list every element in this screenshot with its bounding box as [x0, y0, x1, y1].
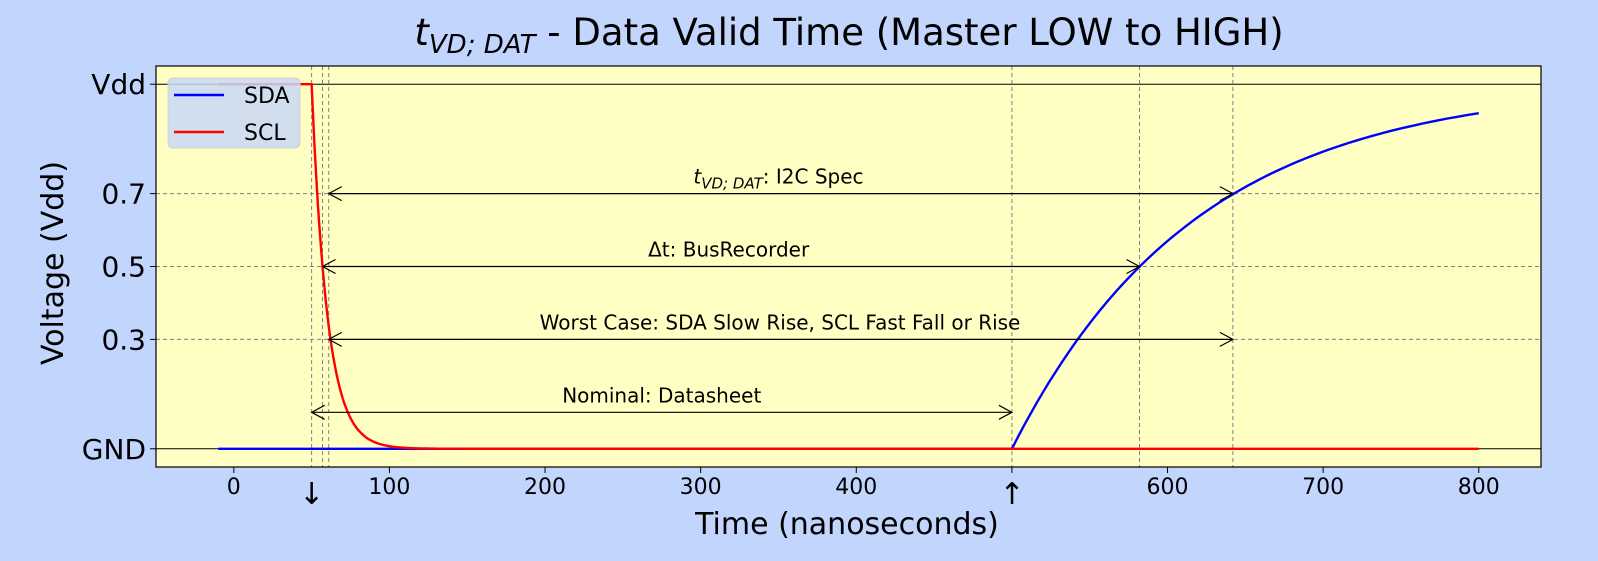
time-marker-1: ↑	[999, 477, 1024, 512]
annotation-label: Δt: BusRecorder	[648, 238, 810, 262]
annotation-arrowhead-right	[1219, 331, 1235, 347]
legend: SDA SCL	[167, 77, 301, 149]
annotation-label: tVD; DAT: I2C Spec	[693, 165, 863, 193]
annotation-label-rest: : I2C Spec	[763, 165, 864, 189]
y-tick-label-0_3: 0.3	[101, 323, 146, 356]
annotation-0: tVD; DAT: I2C Spec	[327, 165, 1235, 202]
x-tick-label-600: 600	[1147, 475, 1189, 500]
x-tick-label-400: 400	[835, 475, 877, 500]
y-axis-label: Voltage (Vdd)	[36, 161, 71, 365]
title-rest: - Data Valid Time (Master LOW to HIGH)	[536, 11, 1284, 54]
annotation-arrowhead-right	[1126, 258, 1141, 275]
annotation-arrowhead-right	[1219, 186, 1235, 202]
legend-label-scl: SCL	[244, 121, 286, 146]
annotation-arrowhead-left	[310, 404, 325, 420]
series-line-sda	[218, 112, 1479, 450]
annotation-arrowhead-right	[998, 404, 1014, 420]
x-tick-label-700: 700	[1302, 475, 1344, 500]
annotations: tVD; DAT: I2C Spec Δt: BusRecorder Worst C…	[310, 165, 1235, 420]
annotation-label-subscript: VD; DAT	[701, 175, 764, 193]
y-tick-label-0: GND	[82, 433, 146, 466]
title-symbol: t	[414, 11, 430, 54]
annotation-3: Nominal: Datasheet	[310, 383, 1014, 420]
y-tick-label-1: Vdd	[91, 68, 146, 101]
y-tick-label-0_5: 0.5	[101, 251, 146, 284]
annotation-arrowhead-left	[327, 186, 343, 202]
x-tick-label-300: 300	[680, 475, 722, 500]
x-tick-label-200: 200	[524, 475, 566, 500]
y-axis-ticks: GND 0.3 0.5 0.7 Vdd	[82, 68, 156, 466]
annotation-label: Worst Case: SDA Slow Rise, SCL Fast Fall…	[540, 310, 1021, 334]
title-subscript: VD; DAT	[429, 30, 538, 60]
legend-label-sda: SDA	[244, 84, 290, 109]
x-tick-label-100: 100	[368, 475, 410, 500]
series-line-scl	[218, 83, 1479, 450]
x-tick-label-800: 800	[1458, 475, 1500, 500]
annotation-label-symbol: t	[693, 165, 702, 189]
annotation-label: Nominal: Datasheet	[562, 383, 761, 407]
annotation-arrowhead-left	[327, 331, 343, 347]
annotation-arrowhead-left	[321, 258, 336, 275]
x-axis-label: Time (nanoseconds)	[694, 507, 999, 542]
x-axis-ticks: 0 100 200 300 400 600 700 800 ↓ ↑	[227, 467, 1500, 512]
series-lines	[218, 83, 1479, 450]
annotation-1: Δt: BusRecorder	[321, 238, 1141, 275]
y-tick-label-0_7: 0.7	[101, 178, 146, 211]
x-tick-label-0: 0	[227, 475, 241, 500]
annotation-2: Worst Case: SDA Slow Rise, SCL Fast Fall…	[327, 310, 1235, 347]
time-marker-0: ↓	[299, 477, 324, 512]
chart-title: tVD; DAT - Data Valid Time (Master LOW t…	[414, 11, 1283, 60]
vertical-reference-lines	[311, 66, 1234, 467]
